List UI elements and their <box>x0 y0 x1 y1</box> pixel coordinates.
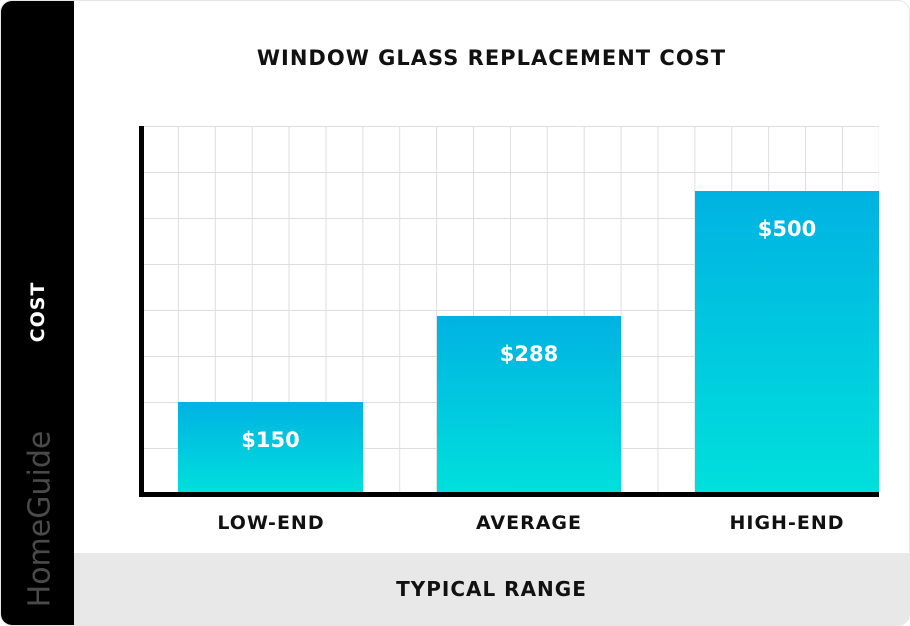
bar-value-label: $500 <box>757 217 817 241</box>
bar-low-end: $150 <box>178 402 363 494</box>
category-label-high-end: HIGH-END <box>729 512 845 534</box>
x-axis-footer: TYPICAL RANGE <box>74 553 909 625</box>
bar-high-end: $500 <box>695 191 879 494</box>
chart-title: WINDOW GLASS REPLACEMENT COST <box>256 46 727 70</box>
y-axis-label: COST <box>27 281 49 343</box>
x-axis-line <box>139 492 879 497</box>
y-axis-line <box>139 126 144 497</box>
category-label-low-end: LOW-END <box>217 512 325 534</box>
x-axis-label: TYPICAL RANGE <box>396 577 587 601</box>
brand-logo: HomeGuide <box>22 430 58 608</box>
bar-value-label: $288 <box>499 342 559 366</box>
category-label-average: AVERAGE <box>475 512 582 534</box>
bar-average: $288 <box>437 316 621 494</box>
bar-value-label: $150 <box>241 428 300 452</box>
y-axis-sidebar: COST HomeGuide <box>1 1 74 625</box>
